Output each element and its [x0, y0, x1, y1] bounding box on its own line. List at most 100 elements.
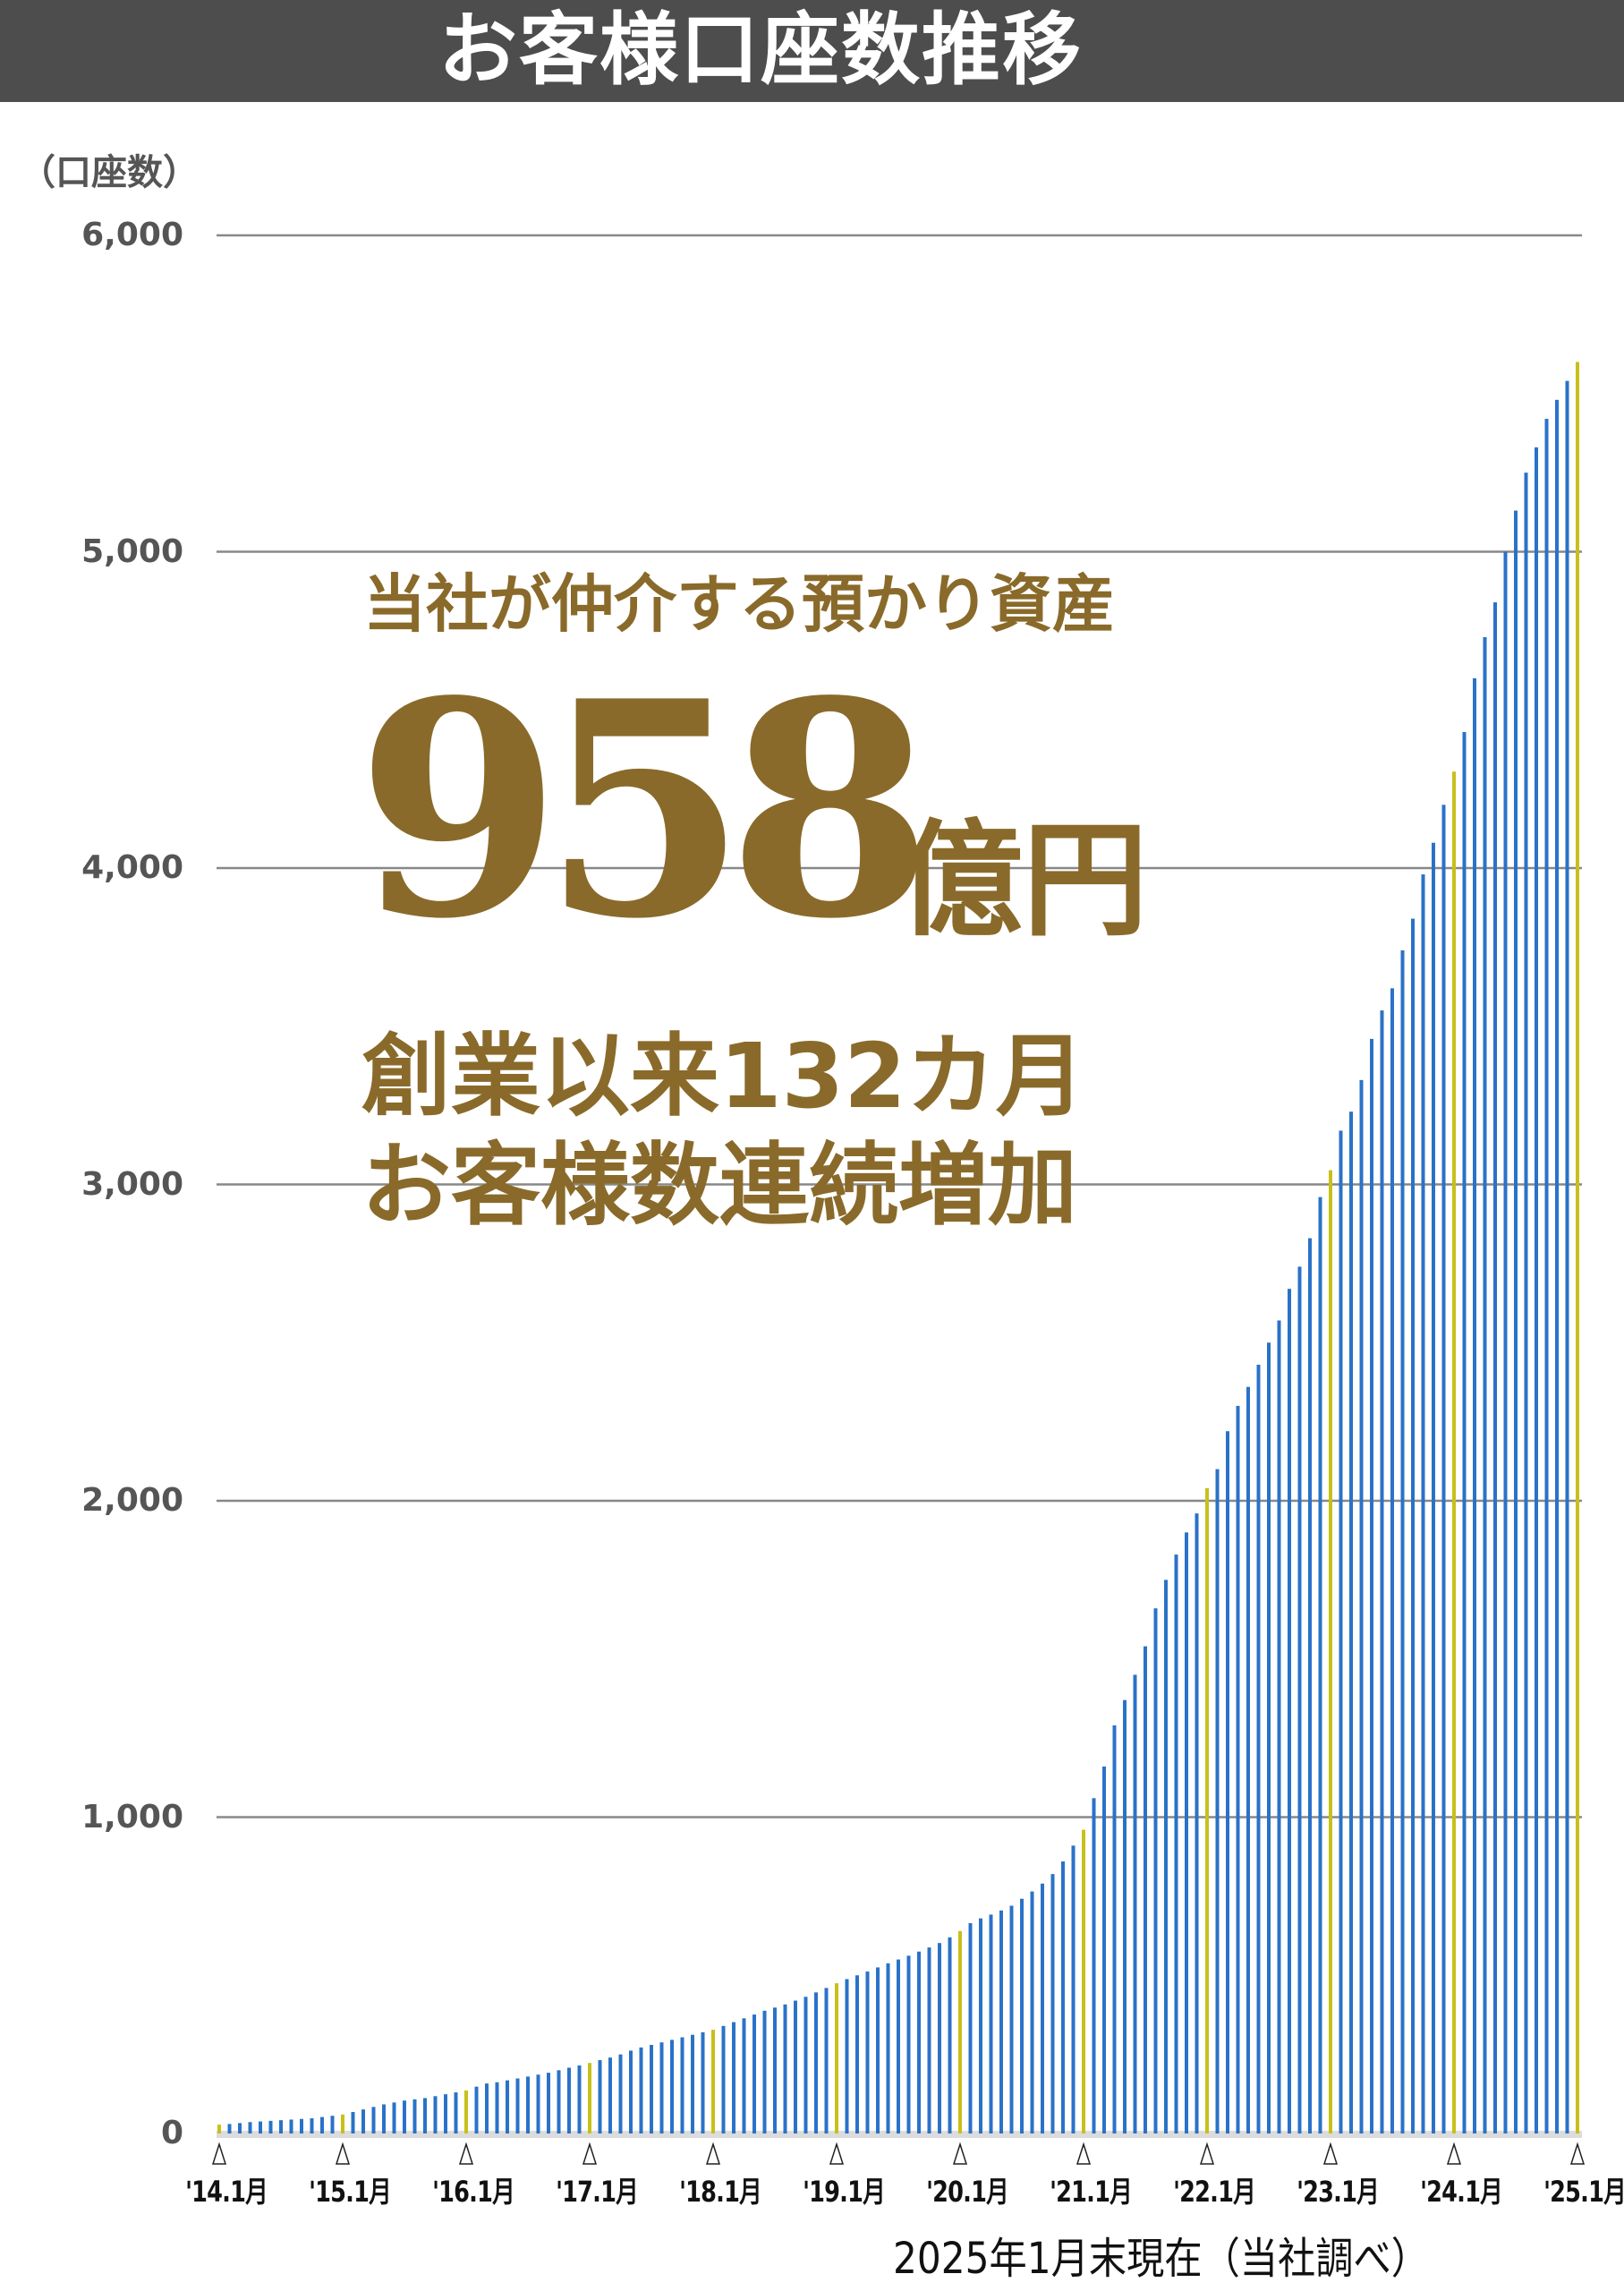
tick-triangle-icon [458, 2142, 474, 2165]
assets-amount: 958 [356, 636, 933, 984]
bar [1400, 950, 1405, 2133]
bar [1544, 419, 1549, 2133]
bar [783, 2004, 787, 2133]
bar [259, 2121, 262, 2133]
bar [1195, 1513, 1199, 2133]
bar [1370, 1038, 1373, 2133]
bar [659, 2042, 664, 2133]
bar [670, 2040, 674, 2133]
bar [917, 1951, 921, 2133]
growth-line-1: 創業以来132カ月 [361, 1024, 1085, 1128]
bar [1256, 1364, 1261, 2133]
bar [1020, 1898, 1024, 2133]
bar [536, 2074, 540, 2133]
bar [1185, 1532, 1188, 2133]
bar [1555, 399, 1559, 2133]
tick-triangle-icon [211, 2142, 227, 2165]
bar [752, 2014, 756, 2133]
y-tick-label: 0 [160, 2115, 183, 2151]
bar [1267, 1342, 1271, 2133]
tick-triangle-icon [1322, 2142, 1339, 2165]
bar [1359, 1079, 1364, 2133]
bar [279, 2120, 283, 2133]
bar [1441, 805, 1446, 2133]
x-tick-label: '18.1月 [679, 2175, 762, 2209]
bar [495, 2082, 499, 2133]
bar [1349, 1111, 1353, 2133]
bar [794, 2000, 797, 2133]
bar [1297, 1266, 1302, 2133]
page-title: お客様口座数推移 [438, 4, 1083, 96]
bar [557, 2070, 561, 2133]
bar [1082, 1829, 1085, 2133]
bar [227, 2124, 232, 2133]
bar [835, 1983, 838, 2133]
bar [423, 2098, 427, 2133]
tick-triangle-icon [1076, 2142, 1092, 2165]
bar [803, 1997, 808, 2133]
bar [1339, 1130, 1343, 2133]
bar [1318, 1197, 1322, 2133]
growth-line-2: お客様数連続増加 [361, 1133, 1077, 1238]
source-note: 2025年1月末現在（当社調べ） [893, 2234, 1430, 2284]
bar [1153, 1608, 1158, 2133]
y-tick-label: 5,000 [81, 532, 183, 570]
bar [1411, 918, 1415, 2133]
bar [691, 2034, 694, 2133]
bar [1174, 1554, 1178, 2133]
tick-triangle-icon [952, 2142, 968, 2165]
bar [1030, 1891, 1034, 2133]
bar [300, 2118, 303, 2133]
bar [1112, 1725, 1117, 2133]
tick-triangle-icon [582, 2142, 598, 2165]
x-tick-label: '22.1月 [1173, 2175, 1256, 2209]
bar [238, 2123, 242, 2133]
bar [1432, 842, 1435, 2133]
bar [526, 2076, 530, 2133]
bar [506, 2080, 509, 2133]
bar [721, 2025, 726, 2133]
bar [1308, 1238, 1312, 2133]
bar [485, 2083, 489, 2133]
bar [1123, 1699, 1127, 2133]
bar [268, 2120, 273, 2133]
bar [948, 1937, 952, 2133]
bar [618, 2054, 623, 2133]
bar [824, 1988, 829, 2133]
bar [1133, 1674, 1137, 2133]
y-axis-label: （口座数） [20, 152, 199, 193]
bar [289, 2119, 293, 2133]
y-tick-label: 2,000 [81, 1482, 183, 1519]
x-tick-label: '20.1月 [926, 2175, 1009, 2209]
bar [1288, 1289, 1291, 2133]
bar [1277, 1320, 1281, 2133]
bar [1421, 874, 1425, 2133]
bar [608, 2057, 612, 2133]
bar [1493, 602, 1497, 2133]
x-tick-label: '17.1月 [556, 2175, 639, 2209]
bar [1565, 380, 1569, 2133]
bar [1452, 771, 1456, 2133]
bar [897, 1959, 900, 2133]
bar [1483, 636, 1487, 2133]
bar [1144, 1646, 1147, 2133]
bar [650, 2045, 653, 2133]
x-tick-label: '16.1月 [432, 2175, 515, 2209]
tick-triangle-icon [1199, 2142, 1215, 2165]
bar [989, 1914, 993, 2133]
bar [382, 2104, 386, 2133]
bar [1071, 1845, 1076, 2133]
bar [732, 2022, 735, 2133]
bar [1380, 1010, 1384, 2133]
bar [1041, 1883, 1044, 2133]
bar [1215, 1469, 1220, 2133]
bar [865, 1972, 870, 2133]
bar [855, 1975, 859, 2133]
bar [310, 2118, 314, 2133]
bar [814, 1992, 818, 2133]
bar [351, 2111, 355, 2133]
bar [979, 1918, 982, 2133]
bar [906, 1955, 911, 2133]
x-tick-label: '24.1月 [1420, 2175, 1503, 2209]
